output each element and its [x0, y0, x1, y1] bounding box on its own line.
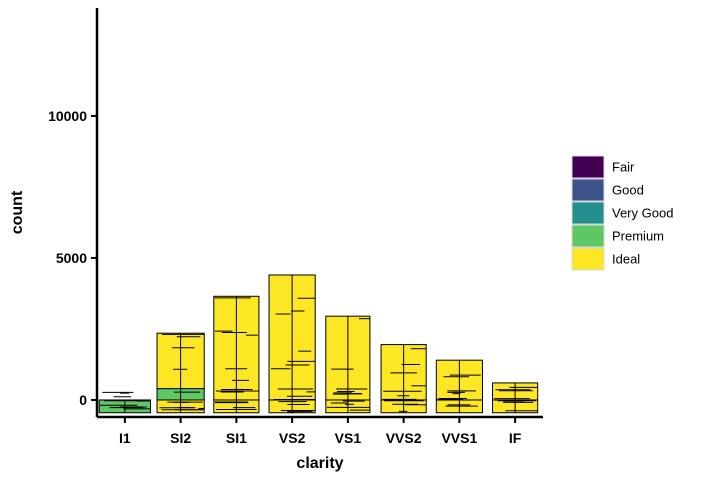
x-tick-label: SI2 [170, 430, 191, 446]
legend-item-very-good: Very Good [571, 201, 673, 225]
y-tick-label: 10000 [48, 108, 87, 124]
x-tick-label: VS1 [335, 430, 362, 446]
x-tick-label: VS2 [279, 430, 306, 446]
legend-label: Fair [612, 160, 635, 175]
legend-item-fair: Fair [571, 155, 635, 179]
legend-swatch [571, 155, 605, 179]
x-tick-label: IF [509, 430, 522, 446]
y-axis-ticks: 0 5000 10000 [48, 108, 97, 408]
legend: Fair Good Very Good Premium Ideal [571, 155, 673, 271]
x-tick-label: VVS2 [386, 430, 422, 446]
bar-VS1-inner-lines [327, 316, 370, 413]
y-tick-label: 0 [79, 392, 87, 408]
bar-IF-inner-lines [494, 382, 538, 413]
legend-label: Very Good [612, 206, 673, 221]
legend-swatch [571, 247, 605, 271]
legend-swatch [571, 201, 605, 225]
x-tick-label: I1 [119, 430, 131, 446]
bar-I1-inner-lines [100, 391, 151, 413]
legend-label: Premium [612, 229, 664, 244]
legend-swatch [571, 224, 605, 248]
legend-swatch [571, 178, 605, 202]
bar-VVS2-inner-lines [382, 344, 427, 413]
x-axis-title: clarity [296, 455, 343, 472]
x-axis-ticks: I1 SI2 SI1 VS2 VS1 VVS2 VVS1 IF [119, 417, 522, 446]
y-tick-label: 5000 [56, 250, 87, 266]
y-axis-title: count [9, 190, 26, 234]
bar-SI2-inner-lines [159, 333, 205, 413]
legend-item-premium: Premium [571, 224, 664, 248]
bars-layer [98, 274, 539, 414]
bar-SI1-inner-lines [214, 296, 259, 413]
legend-item-ideal: Ideal [571, 247, 640, 271]
x-tick-label: VVS1 [441, 430, 477, 446]
bar-VS2-inner-lines [270, 274, 316, 414]
x-tick-label: SI1 [226, 430, 247, 446]
legend-item-good: Good [571, 178, 644, 202]
legend-label: Good [612, 183, 644, 198]
bar-VVS1-inner-lines [437, 360, 481, 413]
legend-label: Ideal [612, 252, 640, 267]
